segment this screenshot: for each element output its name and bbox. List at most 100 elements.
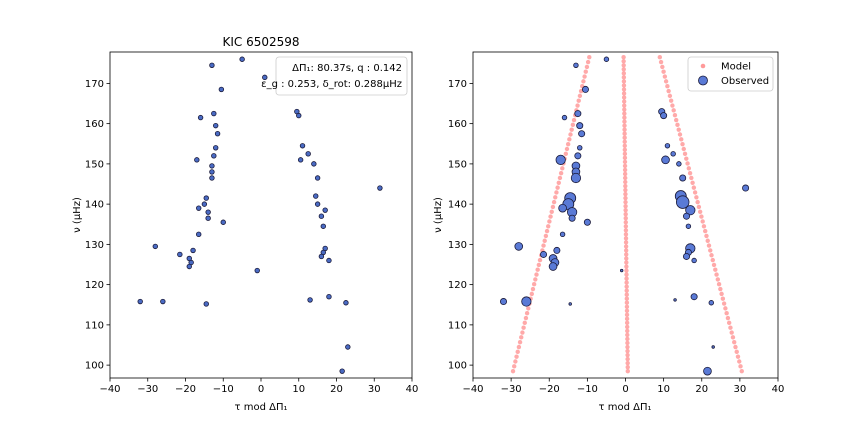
model-point — [709, 253, 714, 258]
data-point — [209, 169, 215, 175]
model-point — [623, 211, 628, 217]
model-point — [553, 195, 558, 200]
model-point — [567, 137, 572, 142]
observed-point — [576, 122, 584, 130]
model-point — [713, 267, 718, 272]
model-point — [625, 340, 630, 346]
model-point — [622, 131, 627, 136]
model-point — [510, 368, 516, 374]
model-point — [694, 195, 699, 200]
model-point — [560, 166, 565, 171]
right-axes: −40 −30 −20 −10 0 10 20 30 40 100 110 120 130 140 150 1… — [448, 79, 784, 395]
data-point — [305, 151, 311, 157]
data-point — [177, 251, 183, 258]
model-point — [625, 336, 630, 342]
model-point — [558, 170, 564, 176]
left-y-axis-label: ν (μHz) — [72, 197, 83, 233]
left-x-tick-label: −20 — [175, 384, 196, 395]
data-point — [205, 215, 211, 221]
model-point — [684, 156, 689, 161]
data-point — [299, 143, 306, 149]
data-point — [196, 205, 202, 211]
data-point — [311, 161, 317, 167]
model-point — [676, 127, 681, 132]
model-point — [674, 117, 679, 123]
model-point — [677, 132, 683, 137]
model-point — [738, 364, 743, 369]
model-point — [582, 74, 587, 79]
model-point — [622, 171, 628, 177]
data-point — [314, 175, 321, 181]
data-point — [205, 209, 211, 215]
model-point — [520, 330, 525, 335]
observed-point — [540, 250, 548, 258]
model-point — [577, 93, 583, 99]
data-point — [209, 163, 215, 169]
model-point — [549, 209, 554, 214]
data-point — [318, 253, 325, 260]
right-x-axis-label: τ mod ΔΠ₁ — [599, 402, 652, 413]
model-point — [737, 359, 742, 364]
legend-observed-label: Observed — [721, 76, 769, 87]
model-point — [576, 98, 581, 103]
model-point — [623, 187, 628, 193]
data-point — [313, 193, 319, 199]
model-point — [657, 55, 663, 60]
model-point — [625, 360, 630, 366]
model-point — [535, 267, 540, 272]
observed-point — [711, 345, 715, 349]
model-point — [720, 296, 726, 301]
data-point — [326, 257, 332, 264]
model-point — [533, 277, 538, 282]
left-y-tick-label: 130 — [85, 240, 104, 251]
left-y-tick-label: 100 — [85, 361, 104, 372]
model-point — [623, 228, 629, 233]
observed-point — [573, 62, 579, 68]
data-point — [297, 157, 304, 163]
observed-point — [679, 174, 687, 182]
model-point — [623, 191, 628, 197]
observed-point — [561, 114, 568, 121]
model-point — [728, 325, 733, 330]
model-point — [622, 147, 628, 152]
model-point — [622, 111, 627, 116]
model-point — [665, 84, 670, 89]
model-point — [554, 190, 559, 195]
model-point — [625, 368, 630, 374]
left-plot-marks — [137, 56, 383, 374]
right-y-tick-label: 150 — [448, 159, 467, 170]
right-x-tick-label: 40 — [772, 384, 785, 395]
observed-point — [685, 223, 692, 229]
model-point — [585, 59, 591, 65]
model-point — [623, 232, 629, 237]
left-x-tick-label: 10 — [292, 384, 305, 395]
model-point — [666, 88, 671, 94]
model-point — [701, 224, 707, 229]
left-y-tick-label: 170 — [85, 79, 104, 90]
model-point — [623, 248, 629, 253]
observed-point — [708, 300, 714, 306]
model-point — [623, 195, 628, 201]
model-point — [623, 203, 628, 209]
model-point — [668, 98, 674, 103]
model-point — [622, 115, 627, 120]
observed-point — [553, 246, 561, 254]
model-point — [624, 320, 630, 326]
model-point — [624, 256, 629, 261]
data-point — [262, 74, 268, 81]
data-point — [194, 157, 200, 163]
model-point — [622, 107, 627, 112]
right-x-tick-label: 30 — [734, 384, 747, 395]
data-point — [254, 267, 260, 274]
data-point — [152, 243, 158, 250]
model-point — [621, 91, 627, 96]
left-y-tick-label: 150 — [85, 159, 104, 170]
left-x-axis-label: τ mod ΔΠ₁ — [235, 402, 288, 413]
observed-point — [619, 268, 624, 273]
model-point — [583, 69, 588, 74]
model-point — [624, 324, 630, 330]
model-point — [715, 277, 721, 282]
data-point — [211, 110, 217, 117]
right-x-tick-label: 10 — [657, 384, 670, 395]
model-point — [623, 236, 629, 241]
